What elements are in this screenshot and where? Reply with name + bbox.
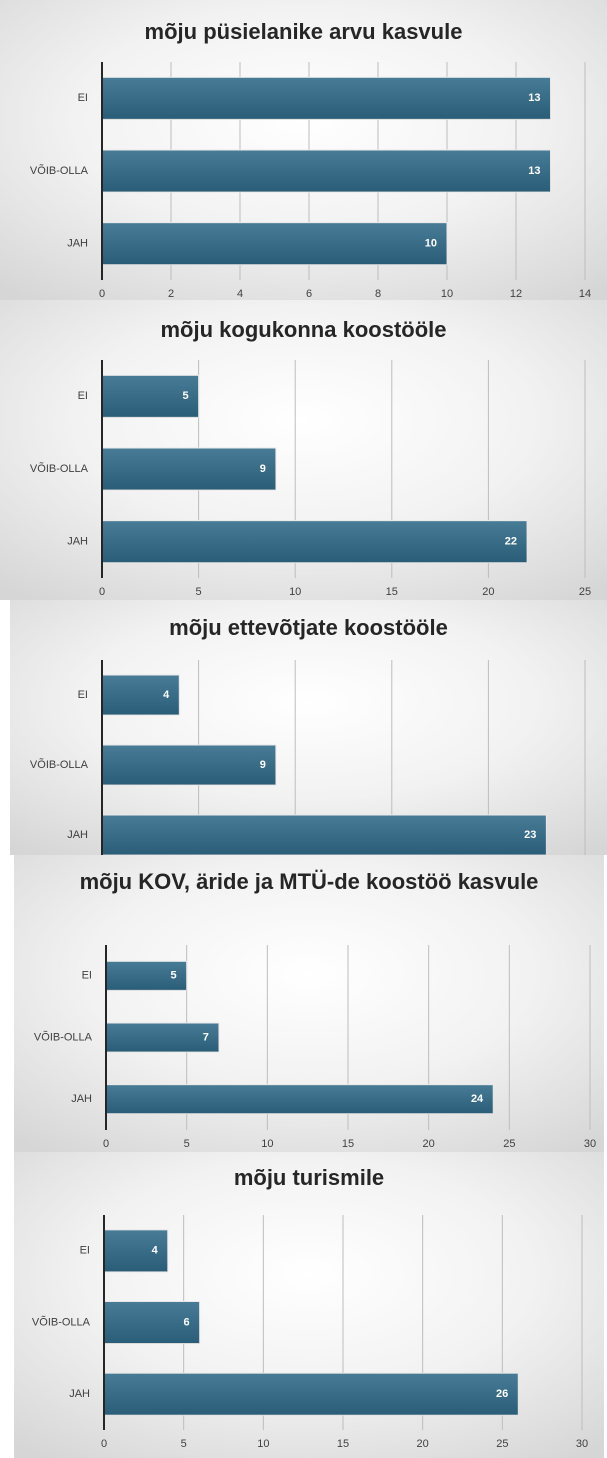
x-tick-label: 10 (289, 586, 301, 598)
bar-shade (102, 815, 547, 855)
chart-title: mõju püsielanike arvu kasvule (144, 19, 463, 44)
bar-shade (102, 745, 276, 785)
value-label: 4 (163, 689, 170, 701)
value-label: 5 (171, 970, 177, 982)
value-label: 22 (505, 536, 517, 548)
x-tick-label: 0 (99, 586, 105, 598)
bar-shade (102, 520, 528, 563)
chart-title: mõju turismile (233, 1165, 385, 1190)
y-tick-label: VÕIB-OLLA (34, 1030, 93, 1043)
bar-shade (102, 375, 199, 418)
x-tick-label: 10 (261, 1138, 273, 1150)
y-tick-label: EI (78, 390, 88, 402)
value-label: 4 (152, 1245, 159, 1257)
x-tick-label: 8 (375, 288, 381, 300)
bar-shade (104, 1373, 519, 1416)
bar-shade (102, 77, 551, 120)
y-tick-label: EI (78, 689, 88, 701)
x-tick-label: 0 (99, 288, 105, 300)
chart-title: mõju ettevõtjate koostööle (169, 615, 448, 640)
y-tick-label: JAH (71, 1093, 92, 1105)
x-tick-label: 10 (257, 1438, 269, 1450)
x-tick-label: 30 (576, 1438, 588, 1450)
x-tick-label: 6 (306, 288, 312, 300)
y-tick-label: VÕIB-OLLA (30, 758, 89, 771)
y-tick-label: EI (78, 92, 88, 104)
x-tick-label: 15 (342, 1138, 354, 1150)
value-label: 26 (496, 1388, 508, 1400)
y-tick-label: VÕIB-OLLA (32, 1315, 91, 1328)
chart-panel: 0 2 4 6 8 10 12 14 EI 13 VÕIB-OLLA 13 JAH 10 (0, 0, 607, 300)
bar-shade (104, 1301, 200, 1344)
x-tick-label: 25 (496, 1438, 508, 1450)
x-tick-label: 30 (584, 1138, 596, 1150)
x-tick-label: 2 (168, 288, 174, 300)
x-tick-label: 5 (196, 586, 202, 598)
y-tick-label: EI (80, 1245, 90, 1257)
x-tick-label: 20 (417, 1438, 429, 1450)
y-tick-label: VÕIB-OLLA (30, 164, 89, 177)
chart-panel: 0 5 10 15 20 25 30 EI 4 VÕIB-OLLA 6 JAH 26 (14, 1152, 604, 1458)
x-tick-label: 0 (101, 1438, 107, 1450)
value-label: 24 (471, 1093, 484, 1105)
value-label: 7 (203, 1031, 209, 1043)
value-label: 10 (425, 238, 437, 250)
y-tick-label: JAH (67, 829, 88, 841)
bar-shade (102, 150, 551, 192)
bar-shade (102, 222, 447, 265)
bar-shade (106, 961, 187, 991)
x-tick-label: 25 (503, 1138, 515, 1150)
x-tick-label: 25 (579, 586, 591, 598)
x-tick-label: 10 (441, 288, 453, 300)
x-tick-label: 4 (237, 288, 243, 300)
bar-shade (104, 1229, 168, 1272)
y-tick-label: EI (82, 970, 92, 982)
x-tick-label: 5 (184, 1138, 190, 1150)
value-label: 23 (524, 829, 536, 841)
y-tick-label: VÕIB-OLLA (30, 462, 89, 475)
x-tick-label: 12 (510, 288, 522, 300)
value-label: 13 (528, 165, 540, 177)
x-tick-label: 15 (337, 1438, 349, 1450)
x-tick-label: 14 (579, 288, 591, 300)
x-tick-label: 20 (482, 586, 494, 598)
value-label: 5 (182, 390, 188, 402)
value-label: 9 (260, 463, 266, 475)
x-tick-label: 15 (386, 586, 398, 598)
chart-title: mõju kogukonna koostööle (160, 317, 447, 342)
x-tick-label: 0 (103, 1138, 109, 1150)
value-label: 9 (260, 759, 266, 771)
x-tick-label: 20 (423, 1138, 435, 1150)
bar-shade (106, 1084, 494, 1114)
bar-shade (102, 675, 180, 715)
bar-shade (102, 448, 276, 490)
y-tick-label: JAH (69, 1388, 90, 1400)
value-label: 6 (183, 1316, 189, 1328)
chart-panel: 0 5 10 15 20 25 EI 5 VÕIB-OLLA 9 JAH 22 (0, 300, 607, 600)
value-label: 13 (528, 92, 540, 104)
bar-shade (106, 1023, 219, 1052)
x-tick-label: 5 (181, 1438, 187, 1450)
chart-panel: 0 5 10 15 20 25 30 EI 5 VÕIB-OLLA 7 JAH 24 (14, 855, 604, 1152)
chart-title: mõju KOV, äride ja MTÜ-de koostöö kasvul… (79, 869, 539, 894)
y-tick-label: JAH (67, 238, 88, 250)
panel-background (10, 600, 607, 855)
y-tick-label: JAH (67, 536, 88, 548)
